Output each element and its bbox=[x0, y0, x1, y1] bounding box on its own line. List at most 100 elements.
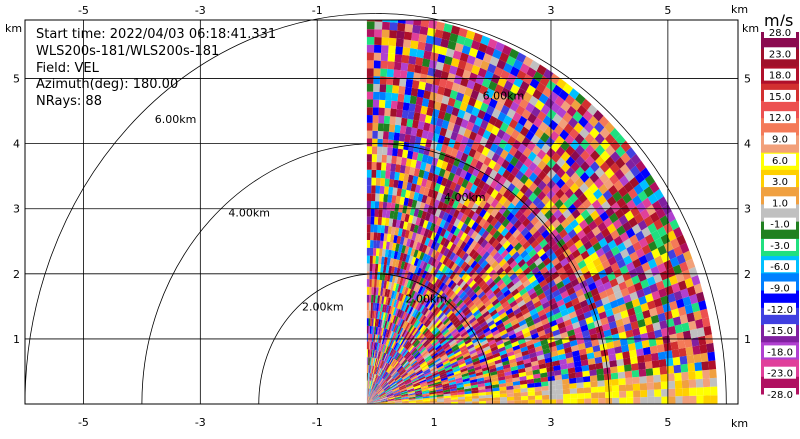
colorbar: m/s 28.023.018.015.012.09.06.03.01.0-1.0… bbox=[761, 11, 799, 401]
velocity-bin bbox=[637, 355, 645, 363]
velocity-bin bbox=[370, 264, 373, 272]
colorbar-label: 18.0 bbox=[769, 71, 791, 82]
velocity-bin bbox=[686, 347, 694, 356]
velocity-bin bbox=[584, 387, 591, 393]
velocity-bin bbox=[382, 14, 390, 22]
velocity-bin bbox=[399, 133, 405, 142]
velocity-bin bbox=[583, 376, 591, 382]
velocity-bin bbox=[640, 397, 647, 404]
velocity-bin bbox=[692, 345, 700, 354]
velocity-bin bbox=[633, 390, 640, 397]
velocity-bin bbox=[619, 391, 626, 398]
velocity-bin bbox=[605, 398, 612, 404]
velocity-bin bbox=[676, 332, 684, 341]
velocity-bin bbox=[374, 45, 381, 53]
velocity-bin bbox=[367, 107, 373, 115]
velocity-bin bbox=[654, 382, 661, 390]
velocity-bin bbox=[367, 162, 372, 170]
velocity-bin bbox=[535, 391, 542, 396]
velocity-bin bbox=[367, 29, 375, 37]
velocity-bin bbox=[507, 389, 514, 393]
velocity-bin bbox=[406, 119, 413, 128]
velocity-bin bbox=[389, 38, 397, 46]
velocity-bin bbox=[380, 76, 387, 84]
velocity-bin bbox=[367, 123, 373, 131]
velocity-bin bbox=[429, 60, 437, 69]
info-panel: Start time: 2022/04/03 06:18:41.331 WLS2… bbox=[36, 27, 276, 109]
velocity-bin bbox=[562, 374, 570, 380]
velocity-bin bbox=[479, 398, 486, 401]
x-tick-label: 3 bbox=[547, 4, 554, 17]
velocity-bin bbox=[576, 377, 583, 383]
instrument-text: WLS200s-181/WLS200s-181 bbox=[36, 44, 219, 59]
velocity-bin bbox=[563, 384, 570, 390]
range-ring-label: 2.00km bbox=[302, 300, 344, 313]
velocity-bin bbox=[618, 372, 626, 379]
velocity-bin bbox=[367, 131, 373, 139]
velocity-bin bbox=[372, 146, 377, 154]
velocity-bin bbox=[372, 264, 375, 272]
velocity-bin bbox=[396, 38, 404, 47]
velocity-bin bbox=[367, 201, 371, 209]
velocity-bin bbox=[372, 139, 378, 147]
velocity-bin bbox=[375, 201, 379, 209]
velocity-bin bbox=[367, 154, 372, 162]
velocity-bin bbox=[374, 21, 382, 29]
velocity-bin bbox=[407, 64, 415, 73]
y-tick-label: 4 bbox=[13, 138, 20, 151]
velocity-bin bbox=[612, 398, 619, 404]
velocity-bin bbox=[367, 60, 374, 68]
velocity-bin bbox=[576, 382, 583, 388]
velocity-bin bbox=[373, 84, 380, 92]
velocity-bin bbox=[682, 388, 689, 396]
x-unit-top: km bbox=[731, 3, 748, 16]
velocity-bin bbox=[367, 76, 374, 84]
velocity-bin bbox=[710, 395, 717, 404]
velocity-bin bbox=[379, 100, 386, 108]
velocity-bin bbox=[549, 385, 556, 390]
velocity-bin bbox=[500, 394, 507, 398]
velocity-bin bbox=[367, 53, 374, 61]
velocity-bin bbox=[582, 371, 590, 377]
velocity-bin bbox=[696, 387, 703, 396]
velocity-bin bbox=[653, 375, 661, 383]
y-tick-label: 2 bbox=[13, 268, 20, 281]
velocity-bin bbox=[577, 399, 584, 404]
velocity-bin bbox=[412, 25, 421, 34]
velocity-bin bbox=[654, 389, 661, 397]
velocity-bin bbox=[411, 33, 419, 42]
y-tick-label: 1 bbox=[744, 333, 751, 346]
velocity-bin bbox=[404, 94, 411, 103]
velocity-bin bbox=[390, 171, 395, 179]
velocity-bin bbox=[384, 116, 390, 124]
velocity-bin bbox=[598, 398, 605, 404]
velocity-bin bbox=[570, 383, 577, 389]
velocity-bin bbox=[388, 46, 396, 55]
velocity-bin bbox=[367, 37, 374, 45]
velocity-bin bbox=[395, 117, 402, 126]
x-unit-bottom: km bbox=[731, 417, 748, 430]
velocity-bin bbox=[696, 396, 703, 404]
velocity-bin bbox=[385, 171, 390, 179]
velocity-bin bbox=[369, 303, 371, 311]
colorbar-label: 6.0 bbox=[772, 156, 788, 167]
velocity-bin bbox=[556, 399, 563, 404]
velocity-bin bbox=[612, 391, 619, 398]
velocity-bin bbox=[396, 31, 404, 40]
velocity-bin bbox=[688, 371, 696, 380]
velocity-bin bbox=[402, 47, 410, 56]
velocity-bin bbox=[423, 51, 431, 60]
velocity-bin bbox=[418, 81, 426, 90]
velocity-bin bbox=[369, 279, 372, 287]
velocity-bin bbox=[647, 390, 654, 397]
velocity-bin bbox=[408, 56, 416, 65]
velocity-bin bbox=[367, 45, 374, 53]
velocity-bin bbox=[694, 354, 702, 363]
velocity-bin bbox=[570, 394, 577, 399]
velocity-bin bbox=[636, 348, 644, 356]
velocity-bin bbox=[367, 115, 373, 123]
nrays-text: NRays: 88 bbox=[36, 94, 102, 109]
velocity-bin bbox=[372, 123, 378, 131]
velocity-bin bbox=[583, 382, 590, 388]
velocity-bin bbox=[374, 60, 381, 68]
